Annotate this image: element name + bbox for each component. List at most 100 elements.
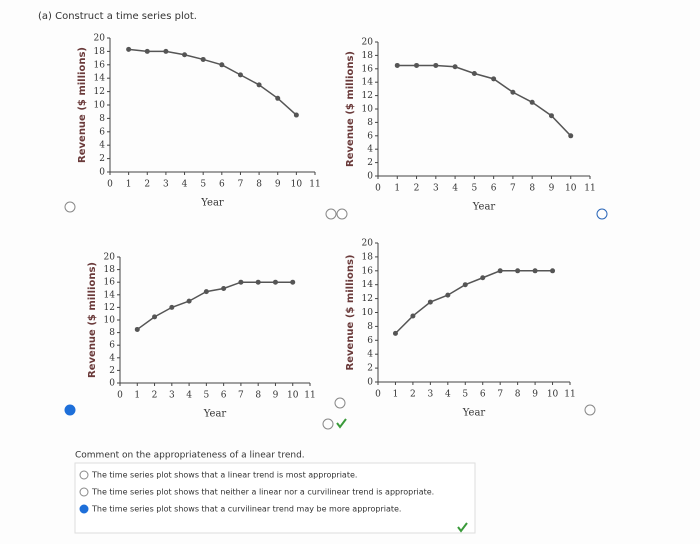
x-tick-label: 11 <box>564 390 575 400</box>
data-point <box>221 286 227 291</box>
data-point <box>163 48 169 54</box>
x-tick-label: 6 <box>219 180 225 190</box>
y-tick-label: 4 <box>99 141 105 151</box>
x-tick-label: 4 <box>452 184 458 194</box>
y-tick-label: 6 <box>367 336 373 346</box>
x-tick-label: 0 <box>375 184 381 194</box>
y-tick-label: 8 <box>367 322 373 332</box>
radio[interactable] <box>79 470 89 480</box>
data-point <box>272 279 278 285</box>
series-line <box>128 48 297 116</box>
x-tick-label: 6 <box>221 391 227 401</box>
x-tick-label: 5 <box>203 391 209 401</box>
data-point <box>427 299 433 305</box>
x-axis-label: Year <box>203 409 227 420</box>
y-tick-label: 10 <box>362 308 374 318</box>
y-tick-label: 2 <box>99 154 105 164</box>
radio-selected[interactable] <box>64 404 76 416</box>
y-axis-label: Revenue ($ millions) <box>345 255 356 371</box>
data-point <box>237 72 243 78</box>
x-tick-label: 9 <box>532 390 538 400</box>
x-tick-label: 4 <box>182 180 188 190</box>
info-icon[interactable] <box>325 208 337 220</box>
data-point <box>290 279 296 285</box>
x-tick-label: 0 <box>117 391 123 401</box>
y-tick-label: 4 <box>367 350 373 360</box>
x-axis-label: Year <box>200 198 224 209</box>
y-tick-label: 16 <box>362 64 374 74</box>
x-tick-label: 6 <box>491 184 497 194</box>
data-point <box>200 56 206 62</box>
x-tick-label: 7 <box>238 391 244 401</box>
check-mark <box>457 522 468 533</box>
y-tick-label: 18 <box>94 47 106 57</box>
data-point <box>144 48 150 54</box>
x-tick-label: 10 <box>565 184 577 194</box>
x-tick-label: 9 <box>275 180 281 190</box>
data-point <box>548 113 554 119</box>
x-tick-label: 4 <box>186 391 192 401</box>
y-tick-label: 18 <box>362 252 374 262</box>
y-tick-label: 20 <box>104 253 116 263</box>
data-point <box>392 330 398 336</box>
x-tick-label: 3 <box>163 180 169 190</box>
radio[interactable] <box>64 201 76 213</box>
x-tick-label: 9 <box>273 391 279 401</box>
x-tick-label: 6 <box>480 390 486 400</box>
series-line <box>397 64 572 137</box>
x-tick-label: 5 <box>200 180 206 190</box>
x-axis-label: Year <box>472 202 496 213</box>
x-tick-label: 7 <box>510 184 516 194</box>
x-tick-label: 1 <box>126 180 132 190</box>
radio[interactable] <box>336 208 348 220</box>
info-icon[interactable] <box>584 404 596 416</box>
y-tick-label: 8 <box>109 328 115 338</box>
part-label: (a) Construct a time series plot. <box>38 11 197 22</box>
x-tick-label: 2 <box>144 180 150 190</box>
data-point <box>471 70 477 76</box>
x-tick-label: 11 <box>304 391 315 401</box>
question: Comment on the appropriateness of a line… <box>75 451 305 461</box>
data-point <box>529 99 535 105</box>
x-tick-label: 2 <box>152 391 158 401</box>
data-point <box>293 112 299 118</box>
radio[interactable] <box>334 397 346 409</box>
x-tick-label: 0 <box>107 180 113 190</box>
y-axis-label: Revenue ($ millions) <box>77 47 88 163</box>
x-tick-label: 2 <box>410 390 416 400</box>
y-tick-label: 12 <box>362 91 373 101</box>
y-axis-label: Revenue ($ millions) <box>87 262 98 378</box>
y-tick-label: 0 <box>109 379 115 389</box>
y-tick-label: 12 <box>362 294 373 304</box>
x-tick-label: 1 <box>134 391 140 401</box>
y-tick-label: 16 <box>362 266 374 276</box>
info-icon[interactable] <box>596 208 608 220</box>
data-point <box>515 268 521 274</box>
y-tick-label: 20 <box>94 34 106 44</box>
y-tick-label: 0 <box>367 172 373 182</box>
y-tick-label: 8 <box>99 114 105 124</box>
y-tick-label: 12 <box>104 303 115 313</box>
x-tick-label: 3 <box>433 184 439 194</box>
y-axis-label: Revenue ($ millions) <box>345 51 356 167</box>
x-axis-label: Year <box>462 408 486 419</box>
x-tick-label: 8 <box>515 390 521 400</box>
y-tick-label: 14 <box>362 280 374 290</box>
series-line <box>136 281 293 331</box>
x-tick-label: 2 <box>414 184 420 194</box>
x-tick-label: 10 <box>287 391 299 401</box>
data-point <box>497 268 503 274</box>
data-point <box>433 62 439 68</box>
data-point <box>452 64 458 70</box>
x-tick-label: 1 <box>393 390 399 400</box>
radio-selected[interactable] <box>79 504 89 514</box>
x-tick-label: 7 <box>497 390 503 400</box>
info-icon[interactable] <box>322 418 334 430</box>
data-point <box>410 313 416 319</box>
y-tick-label: 10 <box>94 101 106 111</box>
y-tick-label: 10 <box>362 105 374 115</box>
radio[interactable] <box>79 487 89 497</box>
data-point <box>480 275 486 281</box>
y-tick-label: 12 <box>94 87 105 97</box>
